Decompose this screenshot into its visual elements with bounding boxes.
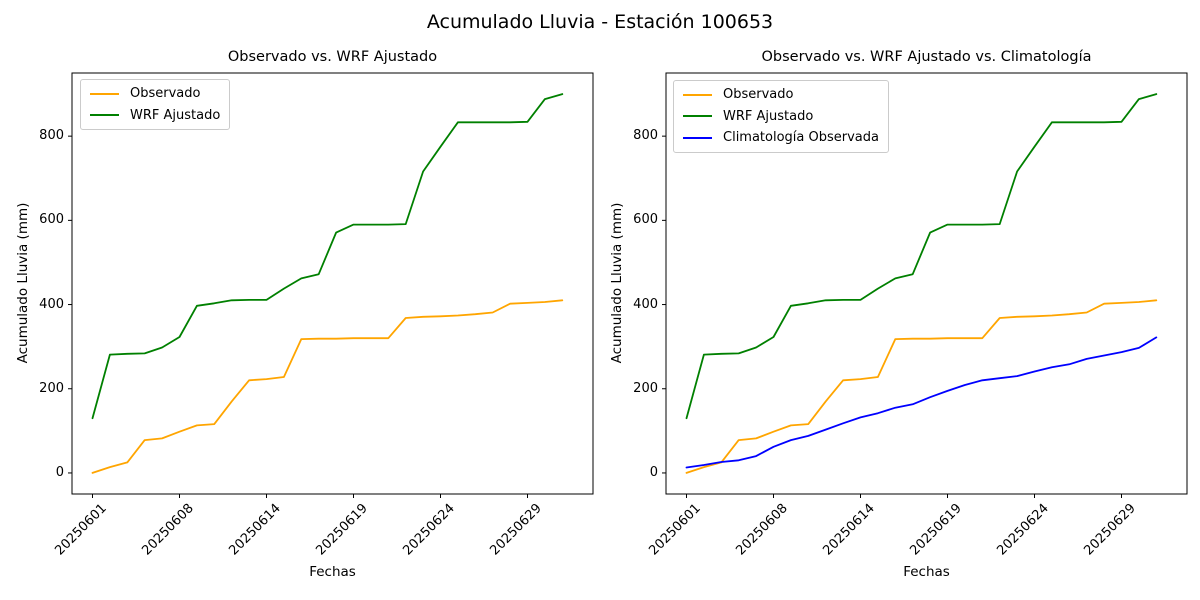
legend-right: Observado WRF Ajustado Climatología Observ… [673,80,889,153]
series-line-observado [685,299,1158,474]
x-axis-label-left: Fechas [309,564,356,580]
y-tick-label: 800 [633,128,658,144]
y-tick-label: 0 [649,464,658,480]
legend-label: Observado [723,87,794,103]
legend-label: WRF Ajustado [130,107,221,123]
x-axis-label-right: Fechas [903,564,950,580]
legend-label: Observado [130,86,201,102]
y-tick-label: 600 [39,212,64,228]
legend-line-swatch [683,136,712,139]
y-axis-label-left: Acumulado Lluvia (mm) [15,202,31,364]
y-tick-label: 800 [39,128,64,144]
y-tick-label: 200 [633,380,658,396]
y-tick-label: 0 [55,464,64,480]
subplot-right-title: Observado vs. WRF Ajustado vs. Climatolo… [761,49,1092,65]
series-line-wrf-ajustado [685,93,1158,420]
y-tick-label: 200 [39,380,64,396]
series-line-wrf-ajustado [91,93,564,420]
subplot-left-title: Observado vs. WRF Ajustado [227,49,438,65]
figure-title: Acumulado Lluvia - Estación 100653 [426,11,774,33]
legend-line-swatch [90,114,119,117]
legend-label: Climatología Observada [723,130,879,146]
legend-line-swatch [683,93,712,96]
legend-left: Observado WRF Ajustado [80,79,231,130]
legend-item: Observado [683,84,879,106]
legend-item: Climatología Observada [683,127,879,149]
legend-item: WRF Ajustado [90,105,220,127]
y-axis-label-right: Acumulado Lluvia (mm) [609,202,625,364]
legend-line-swatch [90,92,119,95]
legend-item: Observado [90,83,220,105]
legend-label: WRF Ajustado [723,108,814,124]
series-line-climatolog-a-observada [685,336,1158,469]
y-tick-label: 400 [39,296,64,312]
y-tick-label: 400 [633,296,658,312]
series-line-observado [91,299,564,474]
legend-line-swatch [683,115,712,118]
legend-item: WRF Ajustado [683,106,879,128]
axes-frame [665,72,1188,495]
y-tick-label: 600 [633,212,658,228]
axes-frame [71,72,594,495]
